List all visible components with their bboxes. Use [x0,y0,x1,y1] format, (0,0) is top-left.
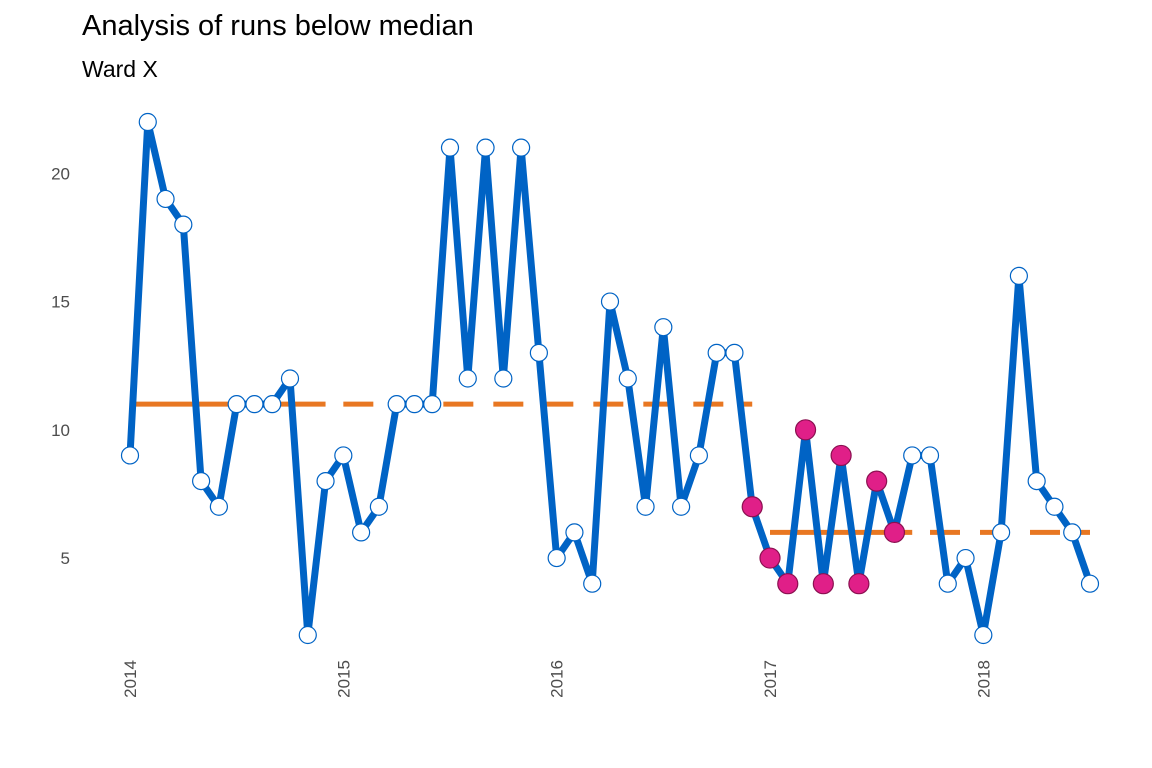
data-point [920,446,940,465]
data-point [494,369,513,388]
data-point [334,446,353,465]
x-tick-label: 2017 [761,660,780,698]
series-line [126,118,1094,639]
data-point [1027,472,1046,491]
y-tick-label: 10 [51,421,70,440]
data-point [1080,574,1100,593]
data-point [903,446,922,465]
highlighted-data-point [812,573,834,595]
data-point [938,574,957,593]
data-point [992,523,1011,542]
data-point [583,574,602,593]
data-point [120,446,140,465]
data-point [476,138,495,157]
highlighted-data-point [883,521,906,544]
data-point [565,523,584,542]
data-point [352,523,371,542]
highlighted-data-point [848,573,870,595]
data-point [192,472,211,491]
y-axis-ticks: 5 10 15 20 [51,164,70,568]
data-point [547,548,566,568]
data-point [209,497,228,516]
data-point [618,369,637,388]
data-point [512,138,531,157]
data-point [672,497,691,516]
highlighted-data-point [866,470,888,492]
x-axis-ticks: 2014 2015 2016 2017 2018 [121,660,993,698]
data-point [636,497,655,516]
data-point [138,112,157,132]
data-point [387,395,406,414]
x-tick-label: 2014 [121,660,140,698]
data-point [1063,523,1082,542]
x-tick-label: 2015 [334,660,353,698]
highlighted-data-point [830,444,852,467]
data-point [245,395,264,414]
median-lines [130,401,1090,535]
data-point [263,395,282,414]
data-point [369,497,388,516]
data-point [156,189,175,209]
x-tick-label: 2016 [548,660,567,698]
data-point [280,369,300,388]
highlighted-data-point [759,547,781,569]
data-point [600,292,620,311]
series-points [120,112,1100,645]
highlighted-data-point [741,496,763,518]
chart-subtitle: Ward X [82,56,158,82]
x-tick-label: 2018 [974,660,993,698]
data-point [725,343,744,362]
y-tick-label: 20 [51,164,70,183]
chart-title: Analysis of runs below median [82,10,474,42]
data-point [174,215,193,234]
data-point [654,318,673,337]
data-point [298,625,317,645]
data-point [405,395,424,414]
data-point [1009,266,1028,285]
y-tick-label: 15 [51,293,70,312]
data-point [440,138,460,157]
highlighted-data-point [794,419,817,441]
highlighted-data-point [777,573,799,595]
data-point [458,369,477,388]
data-point [423,395,442,414]
series-polyline [126,118,1094,639]
data-point [529,343,548,362]
data-point [974,625,993,645]
data-point [689,446,708,465]
y-tick-label: 5 [61,549,70,568]
data-point [316,472,335,491]
data-point [227,395,246,414]
data-point [956,548,975,568]
data-point [1045,497,1064,516]
data-point [707,343,726,362]
